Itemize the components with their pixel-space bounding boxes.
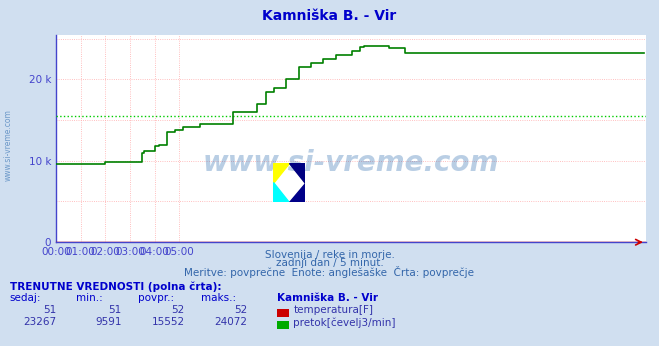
Text: Kamniška B. - Vir: Kamniška B. - Vir [277, 293, 378, 303]
Text: 23267: 23267 [23, 317, 56, 327]
Text: www.si-vreme.com: www.si-vreme.com [203, 149, 499, 177]
Text: sedaj:: sedaj: [10, 293, 42, 303]
Text: 24072: 24072 [214, 317, 247, 327]
Text: 51: 51 [109, 305, 122, 315]
Text: povpr.:: povpr.: [138, 293, 175, 303]
Text: Meritve: povprečne  Enote: anglešaške  Črta: povprečje: Meritve: povprečne Enote: anglešaške Črt… [185, 266, 474, 278]
Polygon shape [273, 183, 289, 202]
Polygon shape [289, 163, 305, 183]
Text: www.si-vreme.com: www.si-vreme.com [3, 109, 13, 181]
Text: zadnji dan / 5 minut.: zadnji dan / 5 minut. [275, 258, 384, 268]
Text: 52: 52 [234, 305, 247, 315]
Polygon shape [289, 183, 305, 202]
Text: temperatura[F]: temperatura[F] [293, 305, 373, 315]
Text: Slovenija / reke in morje.: Slovenija / reke in morje. [264, 250, 395, 260]
Text: pretok[čevelj3/min]: pretok[čevelj3/min] [293, 317, 396, 328]
Text: 9591: 9591 [96, 317, 122, 327]
Text: maks.:: maks.: [201, 293, 236, 303]
Text: 15552: 15552 [152, 317, 185, 327]
Text: Kamniška B. - Vir: Kamniška B. - Vir [262, 9, 397, 22]
Text: 52: 52 [171, 305, 185, 315]
Text: 51: 51 [43, 305, 56, 315]
Text: TRENUTNE VREDNOSTI (polna črta):: TRENUTNE VREDNOSTI (polna črta): [10, 282, 221, 292]
Polygon shape [273, 163, 289, 183]
Text: min.:: min.: [76, 293, 103, 303]
